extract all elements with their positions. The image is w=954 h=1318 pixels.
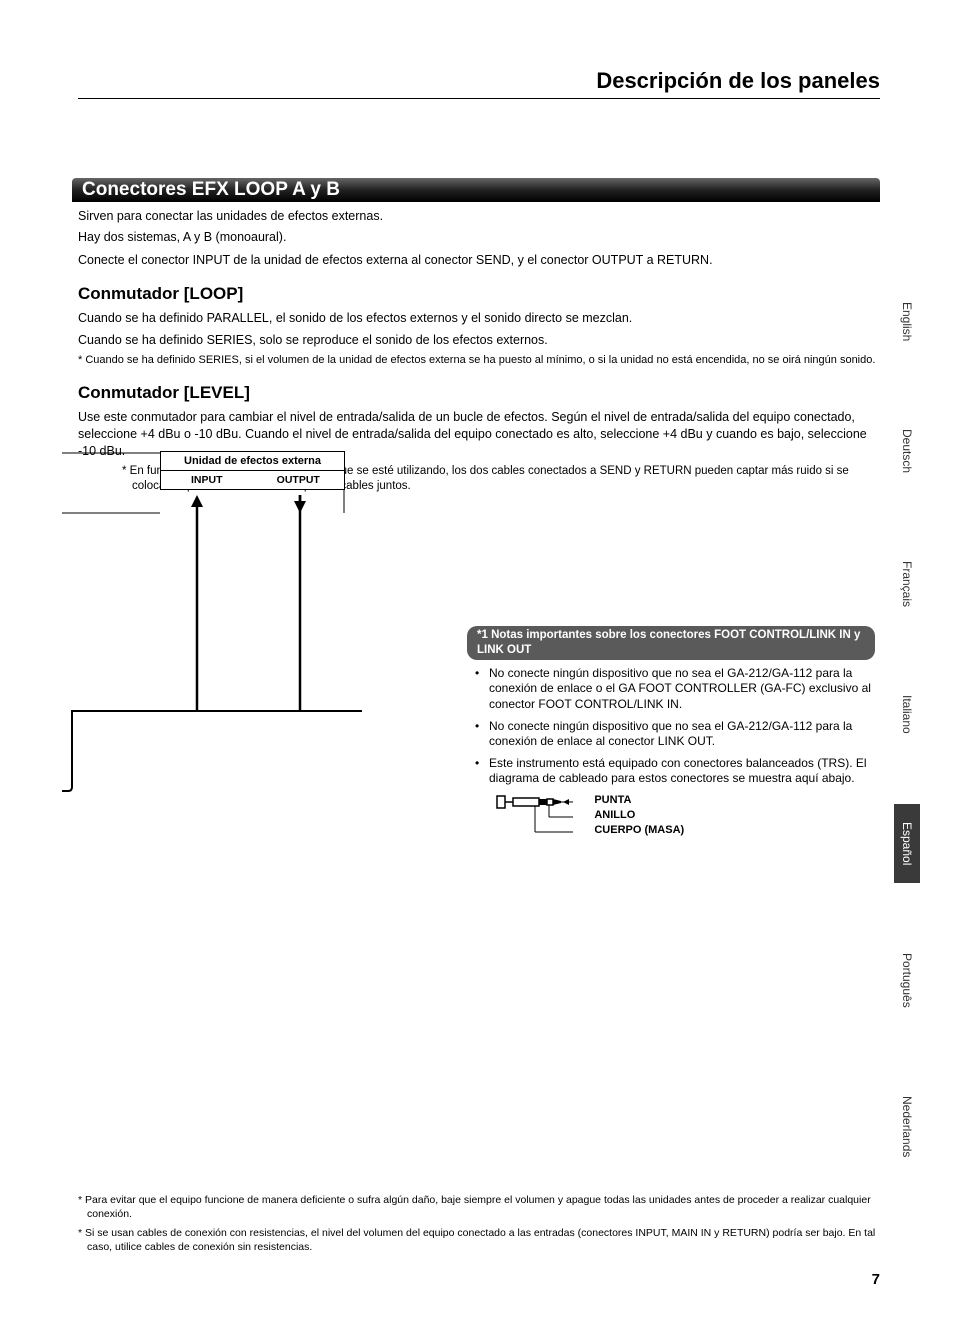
- external-fx-unit-box: Unidad de efectos externa INPUT OUTPUT: [160, 451, 345, 490]
- page: Descripción de los paneles Conectores EF…: [0, 0, 954, 1318]
- section-title: Conectores EFX LOOP A y B: [82, 179, 340, 200]
- loop-p2: Cuando se ha definido SERIES, solo se re…: [78, 332, 880, 349]
- trs-sleeve: CUERPO (MASA): [594, 823, 684, 838]
- loop-p1: Cuando se ha definido PARALLEL, el sonid…: [78, 310, 880, 327]
- lang-tab-nederlands[interactable]: Nederlands: [894, 1078, 920, 1175]
- loop-note: Cuando se ha definido SERIES, si el volu…: [78, 353, 880, 368]
- notes-li3: Este instrumento está equipado con conec…: [479, 756, 875, 787]
- important-notes-box: *1 Notas importantes sobre los conectore…: [467, 626, 875, 844]
- fxbox-output-label: OUTPUT: [253, 471, 345, 489]
- notes-li2: No conecte ningún dispositivo que no sea…: [479, 719, 875, 750]
- trs-diagram: PUNTA ANILLO CUERPO (MASA): [495, 793, 875, 844]
- language-tabs: English Deutsch Français Italiano Españo…: [894, 284, 924, 1228]
- section-title-bar: Conectores EFX LOOP A y B: [72, 178, 880, 202]
- footer-note-1: Para evitar que el equipo funcione de ma…: [78, 1193, 880, 1221]
- intro-p1: Sirven para conectar las unidades de efe…: [78, 208, 880, 225]
- lang-tab-francais[interactable]: Français: [894, 543, 920, 625]
- lang-tab-english[interactable]: English: [894, 284, 920, 359]
- level-heading: Conmutador [LEVEL]: [78, 382, 880, 405]
- loop-heading: Conmutador [LOOP]: [78, 283, 880, 306]
- intro-p2: Hay dos sistemas, A y B (monoaural).: [78, 229, 880, 246]
- notes-li1: No conecte ningún dispositivo que no sea…: [479, 666, 875, 713]
- intro-p3: Conecte el conector INPUT de la unidad d…: [78, 252, 880, 269]
- lang-tab-italiano[interactable]: Italiano: [894, 677, 920, 752]
- page-header: Descripción de los paneles: [78, 68, 880, 99]
- lang-tab-deutsch[interactable]: Deutsch: [894, 411, 920, 491]
- trs-tip: PUNTA: [594, 793, 684, 808]
- fxbox-input-label: INPUT: [161, 471, 253, 489]
- trs-plug-icon: [495, 793, 585, 839]
- lang-tab-portugues[interactable]: Português: [894, 935, 920, 1026]
- page-number: 7: [872, 1271, 880, 1288]
- footer-note-2: Si se usan cables de conexión con resist…: [78, 1226, 880, 1254]
- footer-notes: Para evitar que el equipo funcione de ma…: [78, 1193, 880, 1258]
- fxbox-title: Unidad de efectos externa: [161, 452, 344, 471]
- notes-header: *1 Notas importantes sobre los conectore…: [467, 626, 875, 660]
- trs-labels: PUNTA ANILLO CUERPO (MASA): [594, 793, 684, 838]
- page-title: Descripción de los paneles: [78, 68, 880, 94]
- trs-ring: ANILLO: [594, 808, 684, 823]
- notes-list: No conecte ningún dispositivo que no sea…: [467, 666, 875, 787]
- lang-tab-espanol[interactable]: Español: [894, 804, 920, 883]
